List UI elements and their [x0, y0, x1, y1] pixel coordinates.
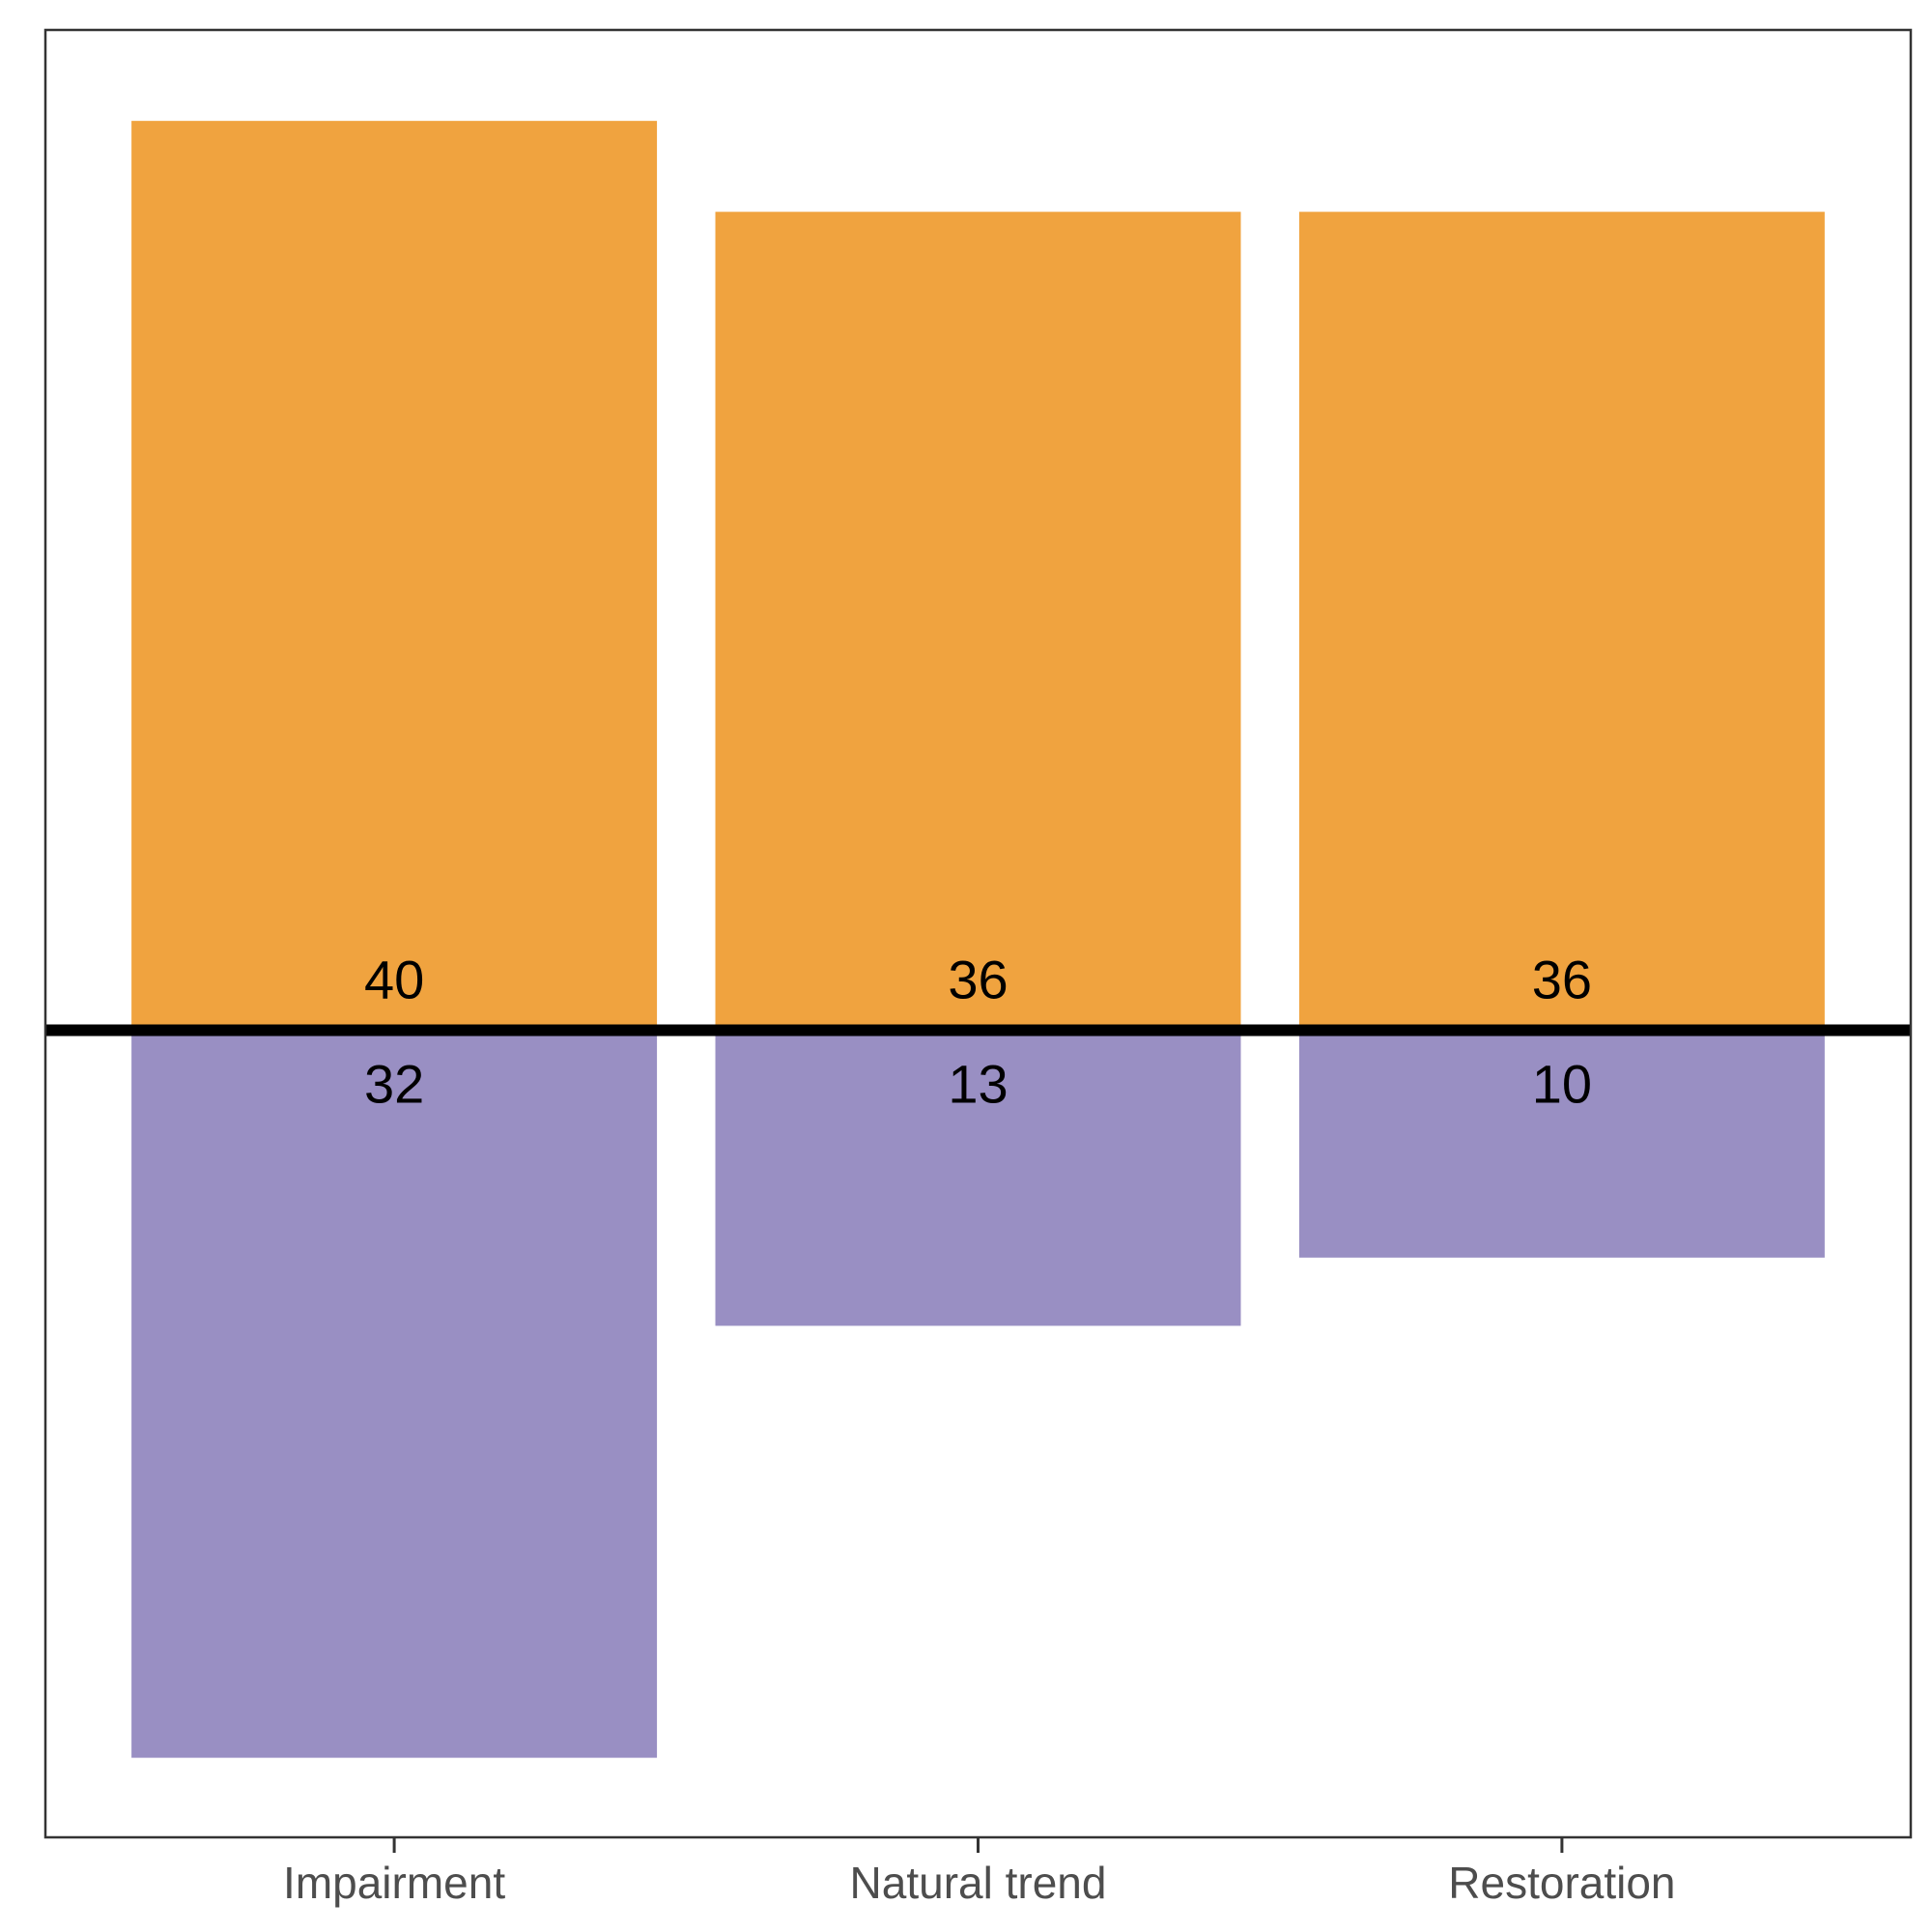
- x-tick-label-impairment: Impairment: [283, 1858, 505, 1908]
- data-label-up-restoration: 36: [1532, 950, 1592, 1010]
- bar-up-restoration: [1298, 212, 1825, 1031]
- bar-up-natural-trend: [715, 212, 1241, 1031]
- bar-down-restoration: [1298, 1030, 1825, 1258]
- bar-up-impairment: [131, 121, 658, 1031]
- x-tick-label-natural-trend: Natural trend: [850, 1858, 1107, 1908]
- bar-down-impairment: [131, 1030, 658, 1758]
- x-tick-label-restoration: Restoration: [1448, 1858, 1675, 1908]
- data-label-down-impairment: 32: [364, 1054, 424, 1115]
- data-labels-layer: 40 32 36 13 36 10: [364, 950, 1592, 1115]
- bars-layer: [131, 121, 1825, 1758]
- data-label-down-natural-trend: 13: [948, 1054, 1008, 1115]
- bar-down-natural-trend: [715, 1030, 1241, 1326]
- x-axis: Impairment Natural trend Restoration: [283, 1837, 1676, 1908]
- data-label-down-restoration: 10: [1532, 1054, 1592, 1115]
- data-label-up-natural-trend: 36: [948, 950, 1008, 1010]
- data-label-up-impairment: 40: [364, 950, 424, 1010]
